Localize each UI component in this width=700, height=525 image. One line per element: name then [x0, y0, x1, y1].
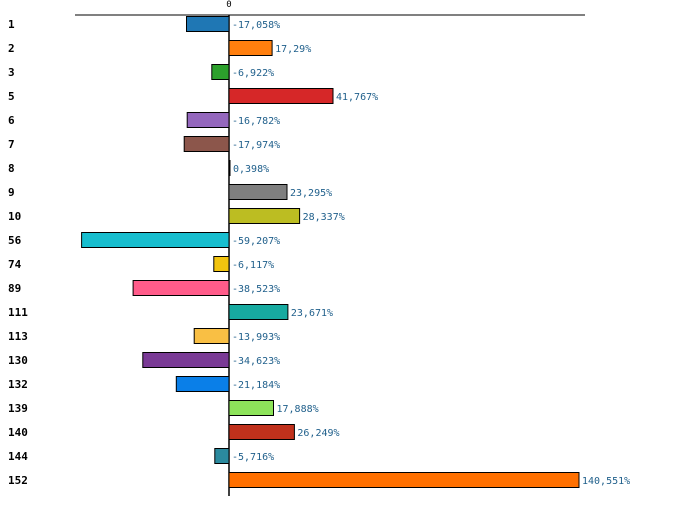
value-label: -38,523%: [232, 284, 280, 295]
bar: [228, 40, 273, 56]
value-label: -59,207%: [232, 236, 280, 247]
category-label: 152: [8, 474, 28, 487]
category-label: 74: [8, 258, 22, 271]
zero-tick-label: 0: [226, 0, 231, 10]
value-label: 23,295%: [290, 188, 332, 199]
category-label: 3: [8, 66, 15, 79]
bar: [228, 424, 295, 440]
category-label: 139: [8, 402, 28, 415]
category-label: 144: [8, 450, 28, 463]
value-label: 17,888%: [277, 404, 319, 415]
bar: [228, 184, 288, 200]
bar: [186, 112, 230, 128]
bar: [175, 376, 230, 392]
value-label: -6,922%: [232, 68, 274, 79]
bar: [228, 304, 289, 320]
bar: [228, 208, 301, 224]
value-label: -34,623%: [232, 356, 280, 367]
bars-layer: 1 -17,058% 2 17,29% 3 -6,922% 5 41,767% 6 -16,782…: [8, 16, 630, 488]
bar: [211, 64, 230, 80]
bar: [132, 280, 230, 296]
category-label: 6: [8, 114, 15, 127]
category-label: 56: [8, 234, 22, 247]
bar: [228, 400, 274, 416]
bar: [228, 472, 580, 488]
category-label: 132: [8, 378, 28, 391]
value-label: 17,29%: [275, 44, 311, 55]
category-label: 9: [8, 186, 15, 199]
value-label: 140,551%: [582, 476, 630, 487]
bar: [142, 352, 230, 368]
bar: [213, 256, 230, 272]
bar: [183, 136, 230, 152]
category-label: 111: [8, 306, 28, 319]
category-label: 5: [8, 90, 15, 103]
value-label: -5,716%: [232, 452, 274, 463]
bar: [228, 88, 334, 104]
value-label: -17,974%: [232, 140, 280, 151]
category-label: 1: [8, 18, 15, 31]
category-label: 130: [8, 354, 28, 367]
bar: [228, 160, 231, 176]
bar: [81, 232, 230, 248]
value-label: -17,058%: [232, 20, 280, 31]
category-label: 2: [8, 42, 15, 55]
value-label: 0,398%: [233, 164, 269, 175]
category-label: 89: [8, 282, 21, 295]
value-label: 26,249%: [297, 428, 339, 439]
category-label: 140: [8, 426, 28, 439]
category-label: 7: [8, 138, 15, 151]
value-label: -6,117%: [232, 260, 274, 271]
value-label: -13,993%: [232, 332, 280, 343]
value-label: 23,671%: [291, 308, 333, 319]
category-label: 10: [8, 210, 21, 223]
category-label: 8: [8, 162, 15, 175]
bar: [214, 448, 230, 464]
value-label: -21,184%: [232, 380, 280, 391]
category-label: 113: [8, 330, 28, 343]
bar: [186, 16, 230, 32]
bar: [193, 328, 230, 344]
value-label: 28,337%: [303, 212, 345, 223]
value-label: -16,782%: [232, 116, 280, 127]
value-label: 41,767%: [336, 92, 378, 103]
